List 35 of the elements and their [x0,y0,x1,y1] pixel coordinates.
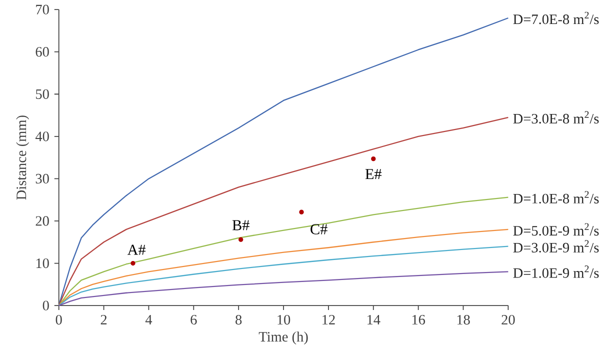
series-label: D=1.0E-9 m$^{2}$/s [513,266,599,278]
x-tick-label: 18 [457,315,470,325]
series-label: D=3.0E-8 m$^{2}$/s [513,111,599,124]
series-label: D=3.0E-9 m$^{2}$/s [513,240,599,253]
series-label: D=1.0E-8 m$^{2}$/s [513,191,599,204]
y-tick-label: 50 [36,90,49,100]
point [238,237,244,242]
x-tick-label: 8 [236,315,242,325]
x-tick-label: 14 [368,315,380,325]
y-axis-title: Distance (mm) [16,116,30,200]
y-tick-label: 60 [36,47,49,57]
x-tick-label: 20 [502,315,515,325]
y-tick-label: 0 [42,300,49,311]
x-tick-label: 0 [56,315,62,325]
series-label: D=7.0E-8 m$^{2}$/s [513,12,599,24]
y-tick-label: 40 [35,132,49,142]
series-label: D=5.0E-9 m$^{2}$/s [513,223,599,236]
point [299,210,304,215]
annotation: A# [127,244,146,255]
x-tick-label: 10 [278,315,290,325]
annotation: B# [232,220,250,230]
x-axis-title: Time (h) [258,332,308,345]
x-tick-label: 4 [145,315,152,325]
y-tick-label: 20 [36,216,49,226]
annotation: E# [365,169,382,180]
y-tick-label: 10 [36,258,49,268]
y-tick-label: 30 [36,174,49,184]
y-tick-label: 70 [36,4,49,15]
x-tick-label: 2 [100,315,107,325]
x-tick-label: 6 [190,315,197,325]
x-tick-label: 16 [412,315,426,325]
x-tick-label: 12 [322,315,335,325]
annotation: C# [310,224,328,235]
point [371,156,376,162]
point [130,261,136,266]
